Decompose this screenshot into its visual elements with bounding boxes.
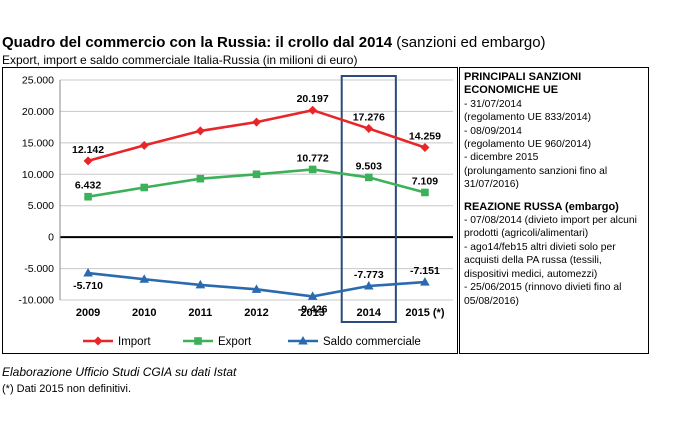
data-point — [364, 173, 373, 182]
data-point — [308, 105, 318, 115]
reaction-item: - 07/08/2014 (divieto import per alcuni … — [464, 215, 637, 240]
data-point — [307, 291, 318, 300]
data-label: -7.151 — [410, 265, 440, 277]
line-chart: 25.000 20.000 15.000 10.000 5.000 0 -5.000 -10.… — [18, 75, 453, 348]
data-label: -9.426 — [298, 303, 328, 315]
data-label: 7.109 — [412, 175, 438, 187]
data-point — [139, 274, 150, 283]
reaction-list: - 07/08/2014 (divieto import per alcuni … — [464, 214, 644, 308]
legend-marker — [194, 337, 202, 345]
sanction-item: (regolamento UE 960/2014) — [464, 139, 592, 151]
reaction-item: - 25/06/2015 (rinnovo divieti fino al 05… — [464, 282, 622, 307]
data-point — [195, 279, 206, 289]
x-tick-label: 2013 — [300, 307, 324, 319]
data-point — [140, 183, 149, 192]
data-point — [139, 140, 149, 150]
data-point — [251, 284, 262, 293]
sanction-item: (prolungamento sanzioni fino al 31/07/20… — [464, 165, 608, 191]
data-label: 14.259 — [409, 131, 441, 143]
data-point — [252, 117, 261, 127]
x-tick-label: 2015 (*) — [405, 307, 444, 319]
reaction-title: REAZIONE RUSSA (embargo) — [464, 200, 619, 213]
data-point — [252, 170, 261, 179]
data-label: -7.773 — [354, 269, 384, 281]
x-tick-label: 2012 — [244, 307, 268, 319]
footnote: (*) Dati 2015 non definitivi. — [2, 383, 132, 395]
data-point — [308, 165, 317, 174]
chart-frame: 25.000 20.000 15.000 10.000 5.000 0 -5.000 -10.… — [2, 67, 458, 354]
reaction-item: - ago14/feb15 altri divieti solo per acq… — [464, 241, 616, 280]
chart-title: Quadro del commercio con la Russia: il c… — [2, 34, 546, 51]
legend-label: Import — [118, 336, 151, 348]
y-tick-label: 15.000 — [22, 137, 54, 149]
y-tick-label: -10.000 — [18, 295, 54, 307]
data-point — [421, 188, 429, 197]
data-point — [363, 281, 374, 290]
data-label: -5.710 — [73, 280, 103, 292]
data-label: 10.772 — [297, 152, 329, 164]
data-label: 12.142 — [72, 144, 104, 156]
data-label: 9.503 — [356, 160, 382, 172]
source-note: Elaborazione Ufficio Studi CGIA su dati … — [2, 365, 237, 379]
data-point — [83, 156, 93, 166]
sanction-item: (regolamento UE 833/2014) — [464, 112, 592, 124]
x-tick-label: 2009 — [76, 307, 100, 319]
legend-marker — [298, 336, 308, 345]
y-tick-label: 20.000 — [22, 106, 54, 118]
y-tick-label: 5.000 — [28, 200, 54, 212]
data-label: 17.276 — [353, 112, 385, 124]
sanction-item: - dicembre 2015 — [464, 152, 539, 164]
sanctions-panel: PRINCIPALI SANZIONI ECONOMICHE UE - 31/0… — [459, 67, 649, 354]
data-point — [420, 277, 430, 286]
sanctions-list: - 31/07/2014 (regolamento UE 833/2014) - 0… — [464, 98, 644, 192]
y-tick-label: 25.000 — [22, 75, 54, 87]
y-tick-label: 10.000 — [22, 169, 54, 181]
x-tick-label: 2010 — [132, 307, 156, 319]
legend-label: Export — [218, 336, 252, 348]
chart-title-main: Quadro del commercio con la Russia: il c… — [2, 34, 393, 51]
highlight-box-2014 — [340, 75, 397, 323]
x-tick-label: 2014 — [357, 307, 382, 319]
data-point — [364, 124, 374, 134]
chart-subtitle: Export, import e saldo commerciale Itali… — [2, 53, 358, 67]
data-point — [83, 268, 93, 277]
data-point — [84, 192, 92, 201]
sanction-item: - 31/07/2014 — [464, 98, 522, 110]
legend-marker — [93, 336, 103, 346]
data-label: 20.197 — [297, 93, 329, 105]
x-tick-label: 2011 — [188, 307, 212, 319]
data-point — [196, 174, 205, 183]
data-label: 6.432 — [75, 180, 101, 192]
y-tick-label: -5.000 — [24, 263, 54, 275]
y-tick-label: 0 — [48, 232, 54, 244]
chart-title-note: (sanzioni ed embargo) — [396, 34, 546, 51]
data-point — [420, 143, 430, 153]
sanction-item: - 08/09/2014 — [464, 125, 522, 137]
sanctions-title: PRINCIPALI SANZIONI ECONOMICHE UE — [464, 71, 582, 97]
data-point — [195, 126, 205, 136]
legend-label: Saldo commerciale — [323, 336, 421, 348]
